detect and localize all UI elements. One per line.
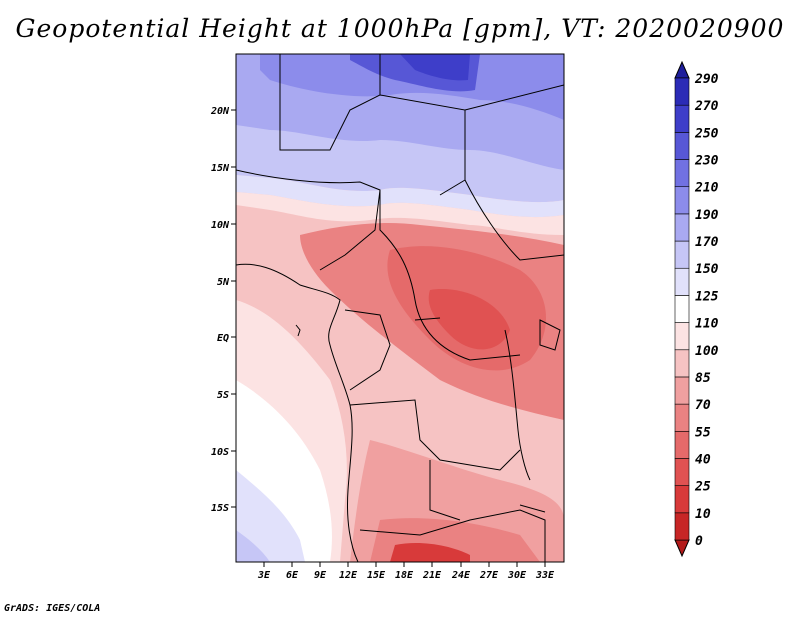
map-frame [235, 53, 565, 563]
lat-label: 15S [211, 503, 229, 514]
colorbar-label: 250 [694, 126, 719, 141]
lon-label: 33E [535, 570, 555, 581]
colorbar-swatch [674, 349, 690, 378]
lat-tick: 10N [211, 220, 236, 231]
lon-label: 6E [286, 570, 299, 581]
colorbar-swatch [674, 159, 690, 188]
colorbar-label: 70 [695, 398, 711, 413]
lat-label: 20N [210, 106, 230, 117]
colorbar-label: 25 [694, 480, 711, 495]
lon-tick: 27E [479, 562, 499, 581]
colorbar-swatch [674, 186, 690, 215]
colorbar-label: 230 [694, 154, 719, 169]
colorbar-label: 270 [694, 99, 719, 114]
colorbar-label: 125 [695, 289, 719, 304]
lat-label: 15N [211, 163, 230, 174]
lat-tick: EQ [217, 333, 236, 344]
colorbar-swatch [674, 512, 690, 541]
colorbar-top-arrow [674, 60, 690, 79]
colorbar-swatch [674, 376, 690, 405]
colorbar-label: 55 [695, 425, 711, 440]
lat-tick: 20N [210, 106, 236, 117]
colorbar-label: 110 [695, 317, 719, 332]
coastlines-borders [236, 54, 564, 562]
colorbar-swatch [674, 458, 690, 486]
lon-tick: 15E [367, 562, 386, 581]
colorbar-swatch [674, 485, 690, 514]
colorbar-label: 210 [694, 181, 719, 196]
lon-label: 21E [422, 570, 442, 581]
colorbar-label: 10 [695, 507, 711, 522]
lon-tick: 21E [422, 562, 442, 581]
colorbar-swatch [674, 403, 690, 432]
lon-tick: 18E [395, 562, 414, 581]
colorbar: 0 10 25 40 55 70 85 100 110 125 150 170 190 210 230 250… [674, 60, 719, 558]
colorbar-swatch [674, 295, 690, 323]
lon-label: 18E [395, 570, 414, 581]
colorbar-swatch [674, 267, 690, 296]
colorbar-swatch [674, 132, 690, 160]
colorbar-swatch [674, 240, 690, 269]
lon-axis: 3E 6E 9E 12E 15E 18E 21E 24E [257, 562, 555, 581]
colorbar-label: 190 [695, 208, 719, 223]
colorbar-label: 100 [695, 344, 719, 359]
lon-label: 3E [257, 570, 271, 581]
lon-label: 15E [367, 570, 386, 581]
lon-tick: 12E [339, 562, 358, 581]
colorbar-swatch [674, 77, 690, 106]
lon-label: 12E [339, 570, 358, 581]
lon-tick: 24E [451, 562, 471, 581]
lon-label: 24E [451, 570, 471, 581]
lat-tick: 5S [217, 390, 236, 401]
grads-credit: GrADS: IGES/COLA [4, 603, 101, 614]
colorbar-label: 150 [695, 262, 719, 277]
lon-label: 9E [314, 570, 327, 581]
colorbar-label: 40 [695, 452, 711, 467]
colorbar-swatch [674, 430, 690, 459]
lon-tick: 6E [286, 562, 299, 581]
lat-tick: 5N [217, 277, 236, 288]
lat-label: 5S [217, 390, 229, 401]
colorbar-label: 0 [695, 534, 703, 549]
lat-tick: 15N [211, 163, 236, 174]
lon-label: 27E [479, 570, 499, 581]
lat-label: 10S [211, 447, 229, 458]
chart-title: Geopotential Height at 1000hPa [gpm], VT… [15, 14, 785, 43]
lon-tick: 3E [257, 562, 271, 581]
colorbar-swatch [674, 104, 690, 133]
lon-tick: 9E [314, 562, 327, 581]
lat-label: EQ [217, 333, 229, 344]
colorbar-label: 170 [695, 235, 719, 250]
lat-label: 10N [211, 220, 230, 231]
lon-tick: 30E [507, 562, 527, 581]
colorbar-swatch [674, 213, 690, 242]
colorbar-label: 290 [694, 72, 719, 87]
lat-tick: 10S [211, 447, 236, 458]
colorbar-bottom-arrow [674, 539, 690, 558]
lat-label: 5N [217, 277, 230, 288]
lon-tick: 33E [535, 562, 555, 581]
lat-tick: 15S [211, 503, 236, 514]
colorbar-label: 85 [695, 371, 711, 386]
colorbar-swatch [674, 322, 690, 351]
shaded-field [236, 54, 564, 562]
lon-label: 30E [507, 570, 527, 581]
lat-axis: 20N 15N 10N 5N EQ 5S 10S 15S [210, 106, 236, 514]
